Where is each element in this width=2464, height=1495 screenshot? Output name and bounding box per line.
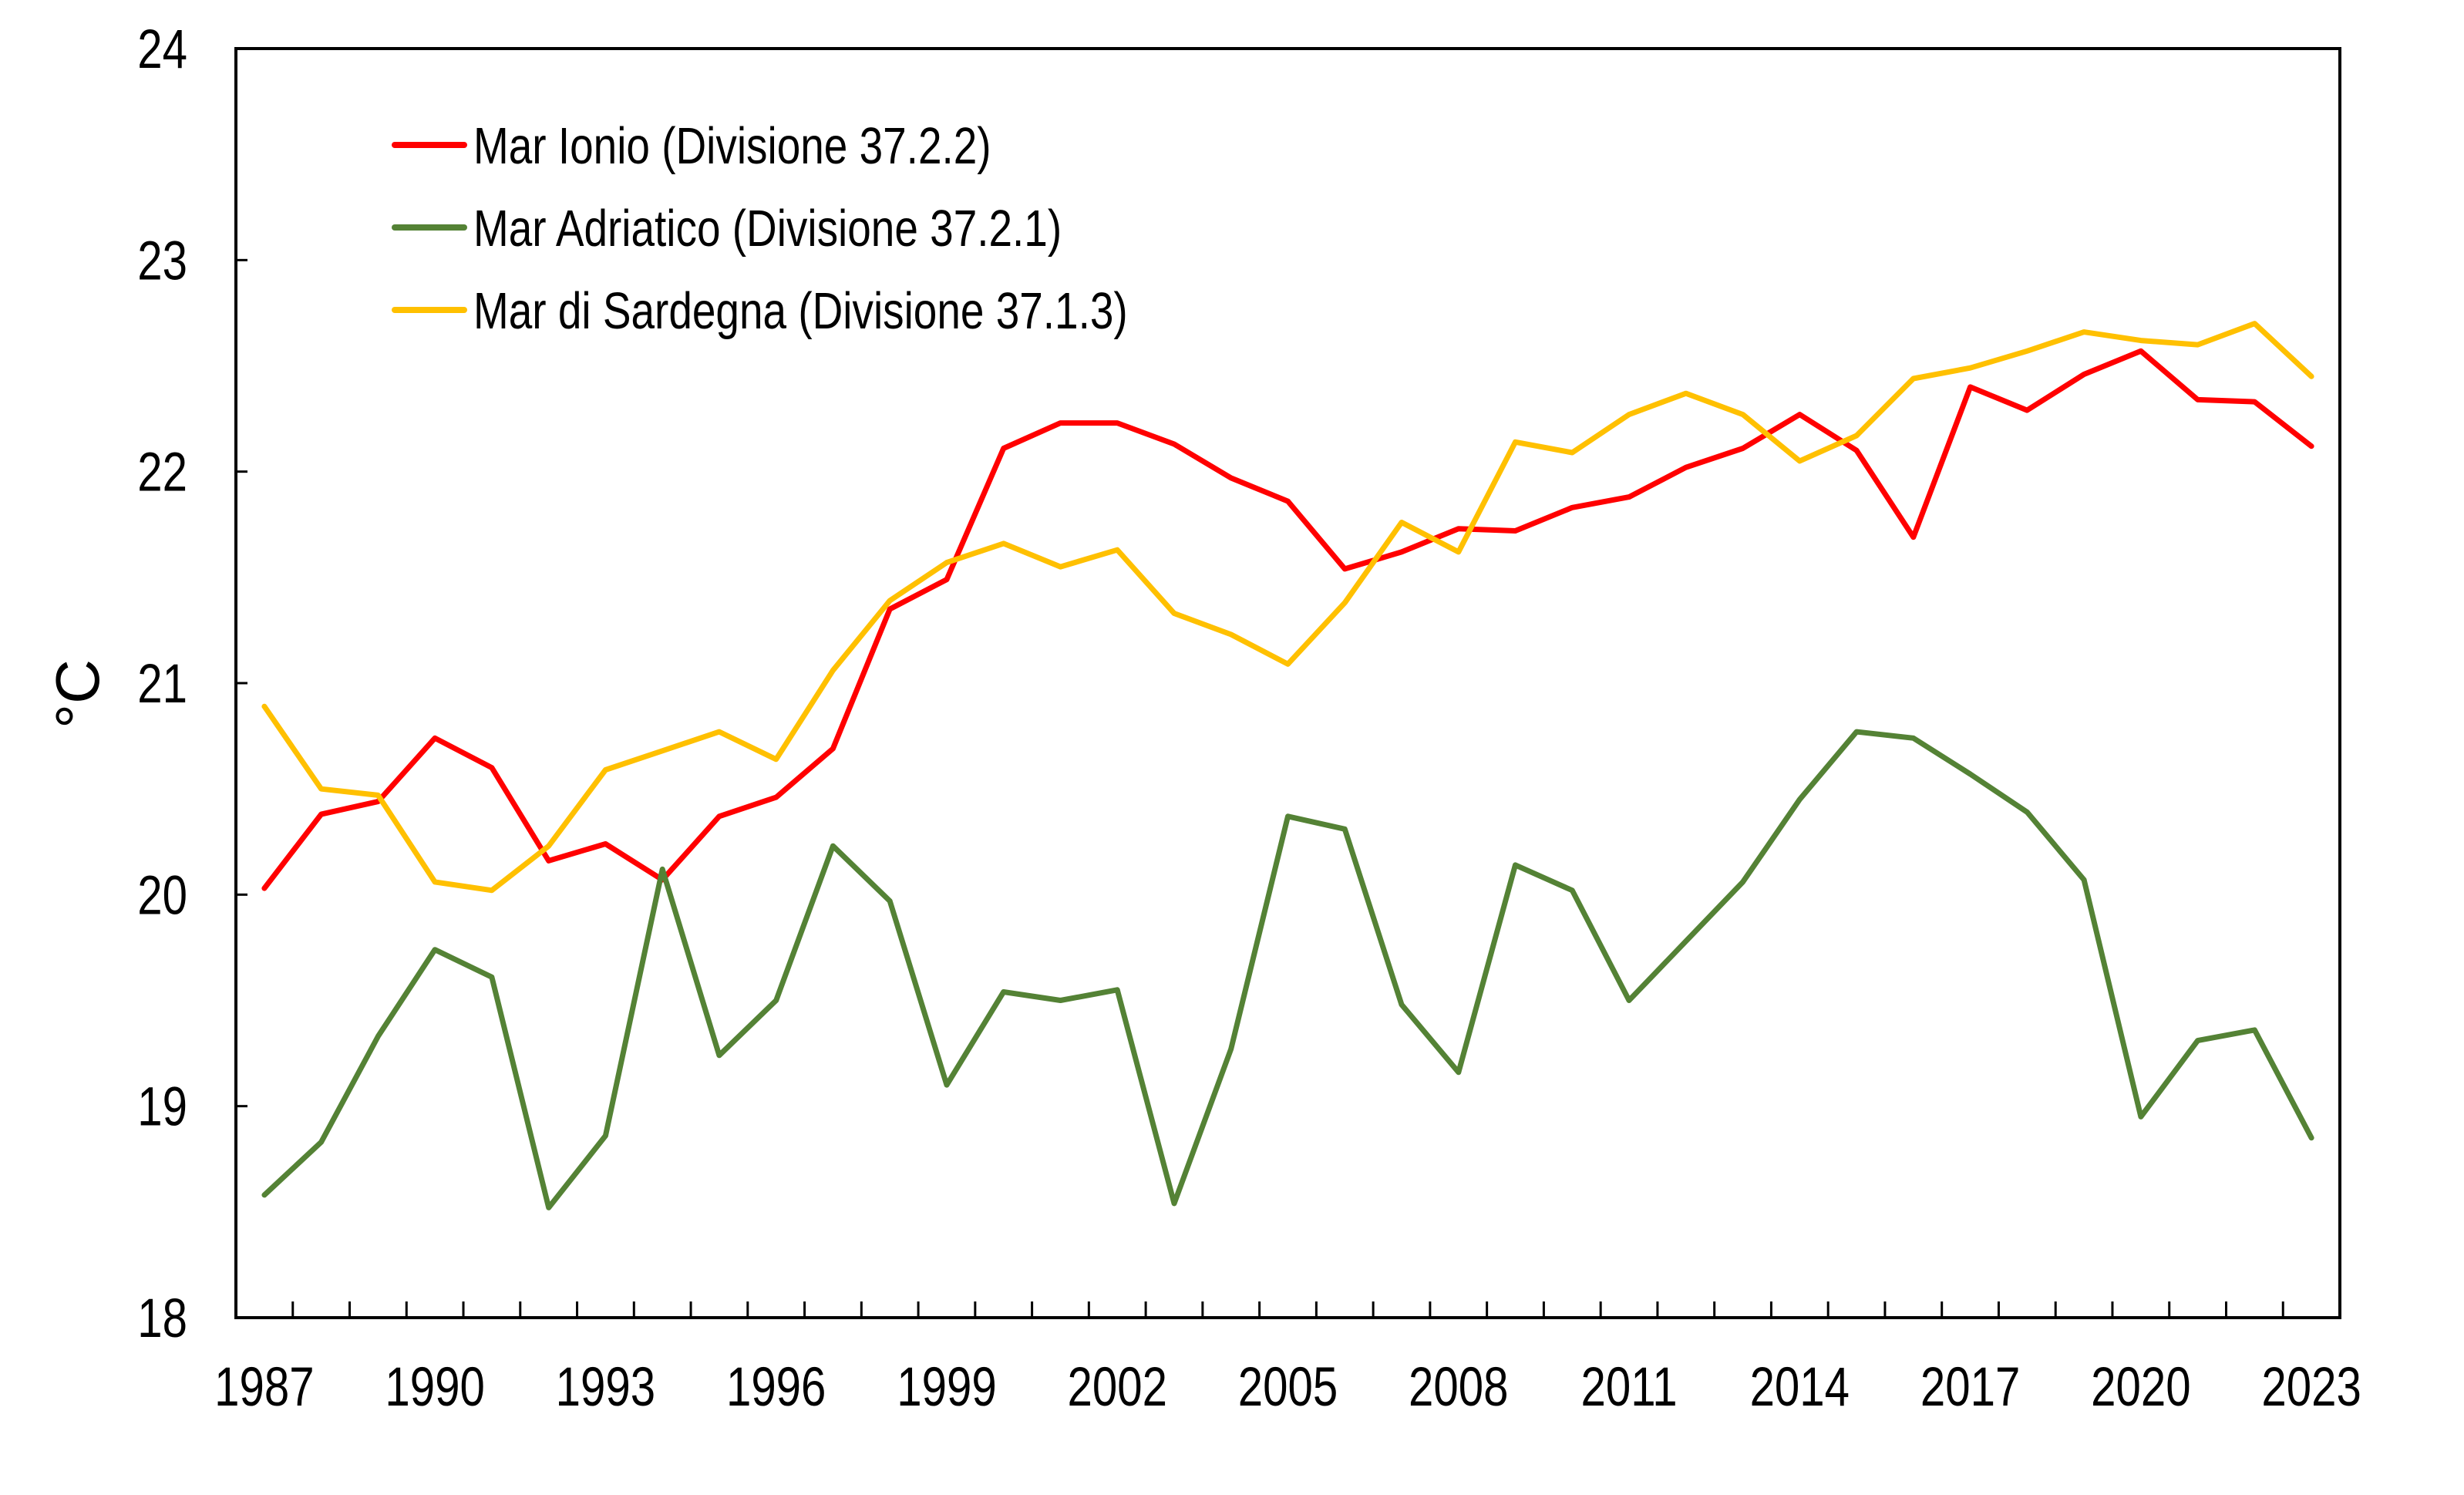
y-tick-label: 24 [137, 18, 187, 79]
series-line [261, 729, 2314, 1210]
x-tick-label: 1996 [726, 1355, 826, 1417]
series-2 [261, 321, 2314, 894]
x-axis-ticks [291, 1301, 2284, 1318]
x-tick-label: 2002 [1067, 1355, 1166, 1417]
legend-label: Mar di Sardegna (Divisione 37.1.3) [473, 282, 1128, 339]
series-layer [261, 321, 2314, 1210]
x-axis-labels: 1987 1990 1993 1996 1999 2002 2005 2008 2011 2014… [214, 1355, 2361, 1417]
x-tick-label: 1999 [897, 1355, 996, 1417]
x-tick-label: 2020 [2091, 1355, 2190, 1417]
legend-item: Mar Ionio (Divisione 37.2.2) [392, 117, 991, 174]
x-tick-label: 1990 [385, 1355, 484, 1417]
y-tick-label: 23 [137, 230, 187, 291]
legend-label: Mar Adriatico (Divisione 37.2.1) [473, 200, 1062, 257]
series-line [261, 321, 2314, 894]
y-axis-title: °C [43, 659, 112, 729]
y-tick-label: 21 [137, 652, 187, 714]
series-0 [261, 348, 2314, 891]
legend-label: Mar Ionio (Divisione 37.2.2) [473, 117, 991, 174]
y-axis-labels: 18 19 20 21 22 23 24 [137, 18, 187, 1349]
x-tick-label: 2008 [1409, 1355, 1508, 1417]
y-tick-label: 20 [137, 864, 187, 926]
x-tick-label: 2011 [1580, 1355, 1677, 1417]
y-tick-label: 18 [137, 1287, 187, 1349]
series-line [261, 348, 2314, 891]
legend-item: Mar di Sardegna (Divisione 37.1.3) [392, 282, 1128, 339]
x-tick-label: 1993 [556, 1355, 655, 1417]
y-tick-label: 22 [137, 441, 187, 503]
x-tick-label: 2017 [1920, 1355, 2020, 1417]
y-axis-ticks [236, 258, 247, 1108]
x-tick-label: 1987 [214, 1355, 314, 1417]
legend-item: Mar Adriatico (Divisione 37.2.1) [392, 200, 1062, 257]
legend: Mar Ionio (Divisione 37.2.2) Mar Adriatic… [392, 117, 1128, 339]
x-tick-label: 2023 [2261, 1355, 2361, 1417]
x-tick-label: 2005 [1238, 1355, 1338, 1417]
series-1 [261, 729, 2314, 1210]
y-tick-label: 19 [137, 1076, 187, 1137]
x-tick-label: 2014 [1750, 1355, 1850, 1417]
